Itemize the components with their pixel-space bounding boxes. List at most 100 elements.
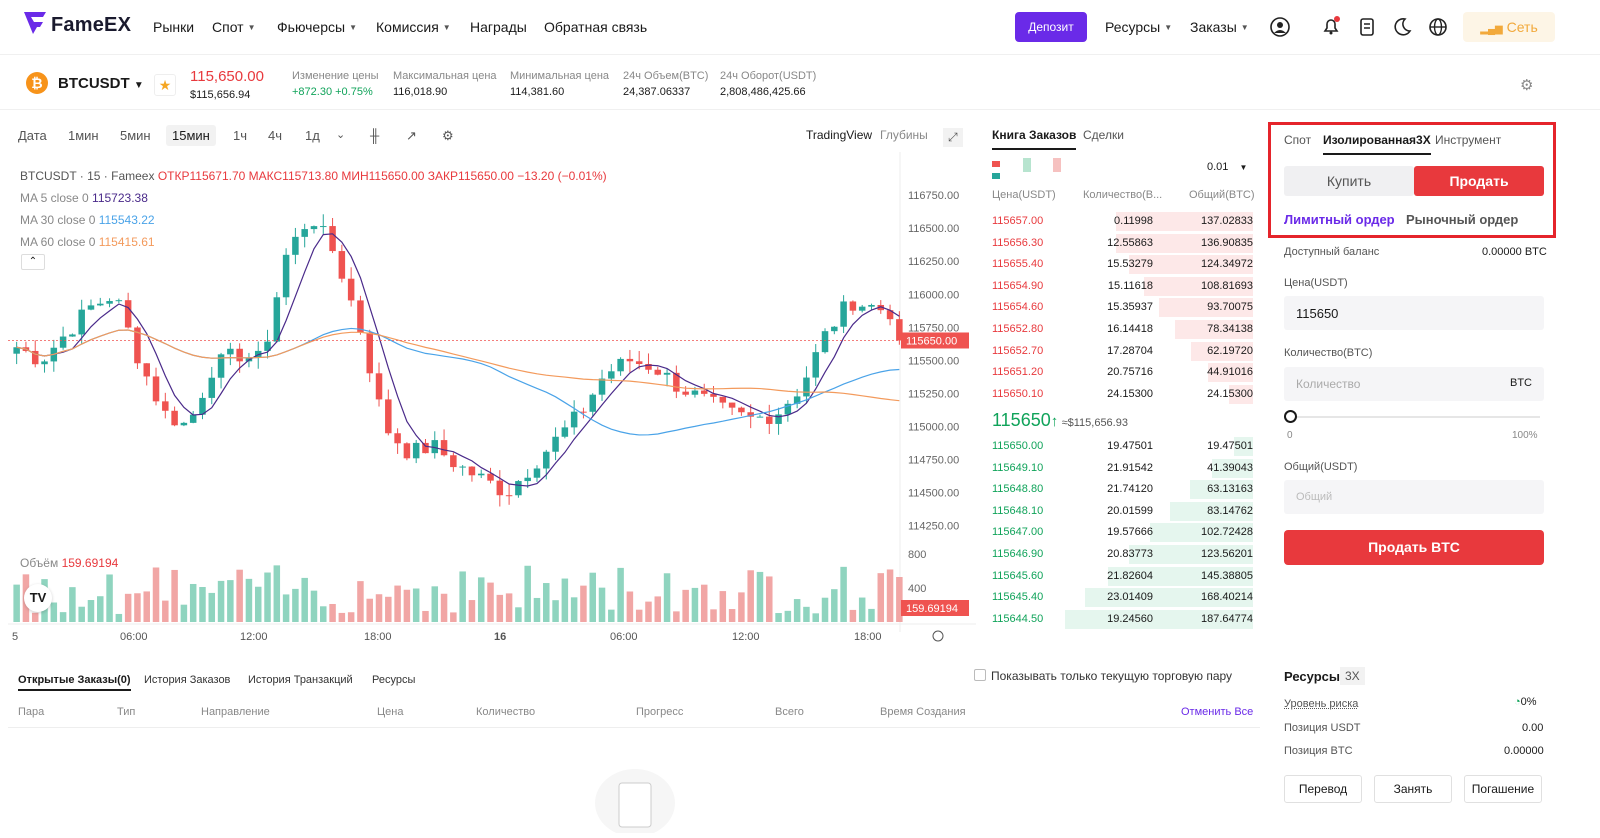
ask-row[interactable]: 115651.20 20.75716 44.91016 <box>985 362 1253 383</box>
tab-assets[interactable]: Ресурсы <box>372 674 416 686</box>
ob-total: 78.34138 <box>1207 323 1253 335</box>
user-avatar-icon[interactable] <box>1269 16 1291 38</box>
tf-date[interactable]: Дата <box>18 128 47 143</box>
ob-qty: 23.01409 <box>1107 591 1153 604</box>
bid-row[interactable]: 115649.10 21.91542 41.39043 <box>985 458 1253 479</box>
network-button[interactable]: ▂▄▆ Сеть <box>1463 12 1555 42</box>
amount-slider-track[interactable] <box>1290 416 1540 418</box>
tradingview-tab[interactable]: TradingView <box>806 128 873 142</box>
tab-instrument[interactable]: Инструмент <box>1435 133 1502 147</box>
nav-commission[interactable]: Комиссия ▼ <box>376 19 451 35</box>
tab-spot[interactable]: Спот <box>1284 133 1312 147</box>
nav-futures[interactable]: Фьючерсы ▼ <box>277 19 357 35</box>
depth-tab[interactable]: Глубины <box>880 128 928 142</box>
gear-icon[interactable]: ⚙ <box>442 128 454 143</box>
tf-1m[interactable]: 1мин <box>68 128 99 143</box>
total-input[interactable]: Общий <box>1284 480 1544 514</box>
ask-row[interactable]: 115650.10 24.15300 24.15300 <box>985 384 1253 405</box>
tf-1d[interactable]: 1д <box>305 128 320 143</box>
indicators-icon[interactable]: ↗ <box>406 128 417 143</box>
brand-logo[interactable]: FameEX <box>24 12 131 37</box>
nav-markets[interactable]: Рынки <box>153 19 195 35</box>
ask-row[interactable]: 115652.70 17.28704 62.19720 <box>985 341 1253 362</box>
tradingview-logo-icon[interactable]: TV <box>24 584 52 612</box>
nav-orders-label: Заказы <box>1190 19 1237 35</box>
volume-bar <box>115 613 123 622</box>
only-current-pair-checkbox[interactable] <box>974 669 986 681</box>
transfer-button[interactable]: Перевод <box>1284 775 1362 803</box>
tf-4h[interactable]: 4ч <box>268 128 283 143</box>
bid-row[interactable]: 115644.50 19.24560 187.64774 <box>985 609 1253 630</box>
ask-row[interactable]: 115657.00 0.11998 137.02833 <box>985 211 1253 232</box>
settings-gear-icon[interactable]: ⚙ <box>1520 77 1534 94</box>
volume-bar <box>338 612 346 622</box>
bell-icon[interactable] <box>1320 15 1342 37</box>
ask-row[interactable]: 115655.40 15.53279 124.34972 <box>985 254 1253 275</box>
nav-resources[interactable]: Ресурсы ▼ <box>1105 19 1172 35</box>
time-tick-label: 06:00 <box>120 631 148 643</box>
volume-bar <box>552 600 559 622</box>
view-both-icon[interactable] <box>992 158 1012 179</box>
nav-feedback[interactable]: Обратная связь <box>544 19 648 35</box>
volume-bar <box>329 603 336 622</box>
moon-icon[interactable] <box>1391 16 1413 38</box>
price-tick-label: 115000.00 <box>908 421 959 433</box>
tf-15m[interactable]: 15мин <box>166 125 216 146</box>
candlestick-chart[interactable]: 116750.00 116500.00 116250.00 116000.00 1157… <box>8 152 976 650</box>
candles-icon[interactable]: ╫ <box>370 128 380 143</box>
tab-order-history[interactable]: История Заказов <box>144 674 231 686</box>
buy-tab-button[interactable]: Купить <box>1284 166 1414 196</box>
tab-isolated-3x[interactable]: Изолированная3X <box>1323 133 1431 155</box>
bid-row[interactable]: 115645.60 21.82604 145.38805 <box>985 566 1253 587</box>
symbol-label: BTCUSDT <box>58 75 130 92</box>
chevron-down-icon[interactable]: ⌄ <box>336 129 346 141</box>
limit-order-tab[interactable]: Лимитный ордер <box>1284 212 1395 227</box>
ask-row[interactable]: 115656.30 12.55863 136.90835 <box>985 233 1253 254</box>
borrow-button[interactable]: Занять <box>1374 775 1452 803</box>
tab-trades[interactable]: Сделки <box>1083 128 1124 142</box>
nav-orders[interactable]: Заказы ▼ <box>1190 19 1249 35</box>
tf-5m[interactable]: 5мин <box>120 128 151 143</box>
ask-row[interactable]: 115654.60 15.35937 93.70075 <box>985 297 1253 318</box>
collapse-legend-icon[interactable]: ⌃ <box>21 254 45 270</box>
depth-bar <box>1211 458 1253 478</box>
document-icon[interactable] <box>1356 16 1378 38</box>
volume-bar <box>310 590 318 622</box>
tab-orderbook[interactable]: Книга Заказов <box>992 128 1077 150</box>
ask-row[interactable]: 115652.80 16.14418 78.34138 <box>985 319 1253 340</box>
ob-price: 115654.90 <box>992 279 1044 292</box>
deposit-button[interactable]: Депозит <box>1015 12 1087 42</box>
bid-row[interactable]: 115647.00 19.57666 102.72428 <box>985 522 1253 543</box>
fullscreen-icon[interactable]: ⤢ <box>943 128 963 147</box>
ob-qty: 20.83773 <box>1107 548 1153 560</box>
globe-icon[interactable] <box>1427 16 1449 38</box>
tf-1h[interactable]: 1ч <box>233 128 248 143</box>
nav-rewards[interactable]: Награды <box>470 19 527 35</box>
market-order-tab[interactable]: Рыночный ордер <box>1406 212 1519 227</box>
cancel-all-link[interactable]: Отменить Все <box>1181 706 1254 718</box>
amount-slider-handle[interactable] <box>1284 410 1297 423</box>
view-asks-icon[interactable] <box>1053 158 1073 176</box>
favorite-star-icon[interactable]: ★ <box>154 74 176 96</box>
tab-open-orders[interactable]: Открытые Заказы(0) <box>18 674 131 691</box>
qty-input[interactable]: Количество BTC <box>1284 367 1544 401</box>
view-bids-icon[interactable] <box>1023 158 1043 176</box>
price-chart[interactable]: 116750.00 116500.00 116250.00 116000.00 1157… <box>8 152 976 650</box>
risk-gauge-icon: ◔ <box>1514 696 1521 708</box>
tab-transaction-history[interactable]: История Транзакций <box>248 674 353 686</box>
nav-spot[interactable]: Спот ▼ <box>212 19 256 35</box>
sell-tab-button[interactable]: Продать <box>1414 166 1544 196</box>
symbol-selector[interactable]: BTCUSDT ▼ <box>58 75 144 92</box>
volume-bar <box>366 598 373 622</box>
bid-row[interactable]: 115646.90 20.83773 123.56201 <box>985 544 1253 565</box>
ask-row[interactable]: 115654.90 15.11618 108.81693 <box>985 276 1253 297</box>
bid-row[interactable]: 115650.00 19.47501 19.47501 <box>985 436 1253 457</box>
repay-button[interactable]: Погашение <box>1464 775 1542 803</box>
sell-btc-button[interactable]: Продать BTC <box>1284 530 1544 565</box>
bid-row[interactable]: 115648.80 21.74120 63.13163 <box>985 479 1253 500</box>
price-input[interactable]: 115650 <box>1284 296 1544 330</box>
precision-select[interactable]: 0.01 ▼ <box>1207 161 1247 173</box>
bid-row[interactable]: 115648.10 20.01599 83.14762 <box>985 501 1253 522</box>
bid-row[interactable]: 115645.40 23.01409 168.40214 <box>985 587 1253 608</box>
volume-bar <box>189 583 197 622</box>
